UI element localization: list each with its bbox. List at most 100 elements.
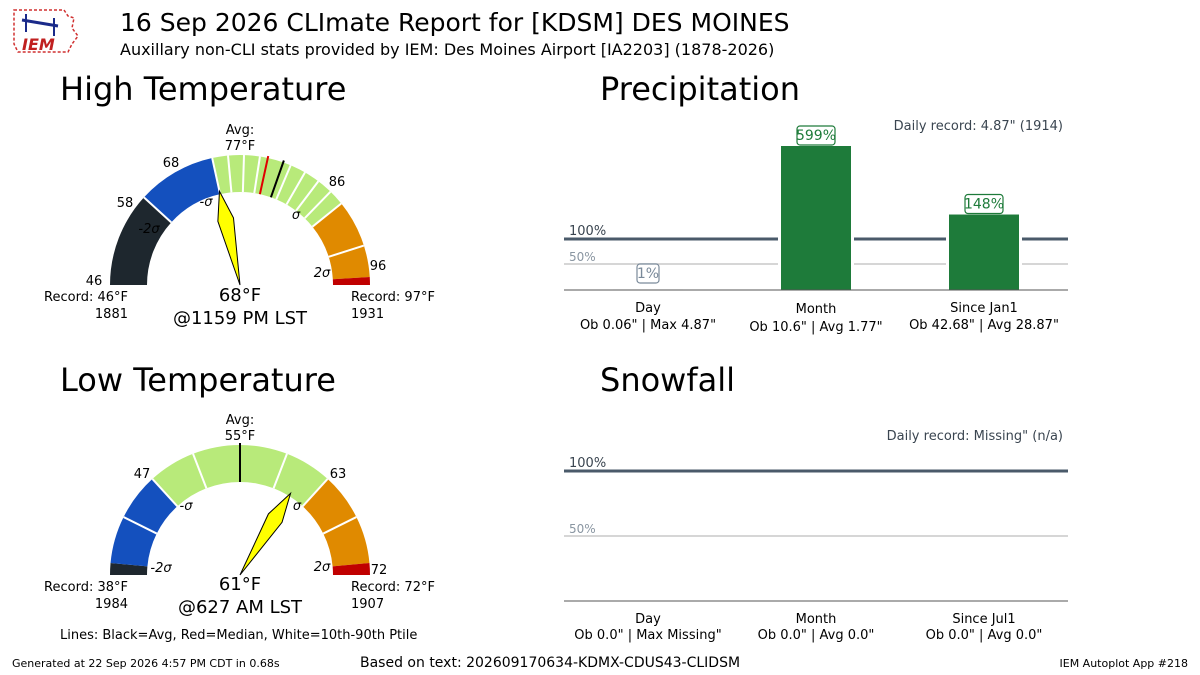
- precip-value-label: 1%: [637, 266, 659, 282]
- low-sigma-label: σ: [293, 499, 302, 514]
- iem-logo: IEM: [13, 9, 79, 54]
- high-percentile-line: [143, 196, 172, 224]
- high-tick-label: 86: [329, 175, 346, 190]
- high-observed-time: @1159 PM LST: [173, 308, 308, 329]
- low-record-high-year: 1907: [351, 597, 384, 612]
- low-observed: 61°F: [219, 574, 261, 595]
- precip-detail: Ob 42.68" | Avg 28.87": [909, 318, 1059, 333]
- high-percentile-line: [311, 202, 342, 228]
- snow-detail: Ob 0.0" | Avg 0.0": [758, 628, 875, 643]
- precip-category: Day: [635, 301, 661, 316]
- high-record-high-year: 1931: [351, 307, 384, 322]
- low-percentile-line: [301, 478, 329, 507]
- high-avg-line: [269, 160, 285, 198]
- high-avg-value: 77°F: [225, 139, 256, 154]
- high-temp-gauge: Avg: 77°F 46 58 68 86 96 -2σ -σ σ 2σ 68°…: [44, 123, 435, 329]
- high-band-normal: [212, 155, 342, 227]
- high-record-low-year: 1881: [95, 307, 128, 322]
- high-sigma-label: σ: [292, 208, 301, 223]
- high-percentile-line: [211, 157, 222, 195]
- low-percentile-line: [123, 516, 158, 535]
- low-sigma-label: -σ: [180, 499, 194, 514]
- low-record-low: Record: 38°F: [44, 580, 128, 595]
- generated-timestamp: Generated at 22 Sep 2026 4:57 PM CDT in …: [12, 657, 280, 670]
- precip-value-label-box: [964, 193, 1004, 215]
- snow-chart: Daily record: Missing" (n/a) 100% 50% Da…: [564, 429, 1068, 643]
- low-temp-gauge: Avg: 55°F 47 63 72 -2σ -σ σ 2σ 61°F @627…: [44, 413, 435, 618]
- high-percentile-line: [241, 155, 246, 193]
- high-avg-label: Avg:: [226, 123, 254, 138]
- high-percentile-line: [275, 164, 292, 200]
- high-band-above_sigma: [312, 203, 370, 280]
- high-record-low: Record: 46°F: [44, 290, 128, 305]
- precip-50-label: 50%: [569, 250, 596, 264]
- precip-bar: [949, 214, 1019, 290]
- low-temp-title: Low Temperature: [60, 361, 336, 399]
- low-percentile-line: [151, 478, 179, 507]
- low-band-above_sigma: [302, 478, 370, 567]
- precip-title: Precipitation: [600, 70, 801, 108]
- precip-detail: Ob 10.6" | Avg 1.77": [749, 320, 882, 335]
- precip-100-label: 100%: [569, 224, 606, 239]
- low-band-above_2sigma: [332, 563, 370, 575]
- snow-50-label: 50%: [569, 522, 596, 536]
- high-percentile-line: [304, 190, 332, 219]
- high-temp-title: High Temperature: [60, 70, 347, 108]
- low-record-high: Record: 72°F: [351, 580, 435, 595]
- page-title: 16 Sep 2026 CLImate Report for [KDSM] DE…: [120, 8, 790, 37]
- high-sigma-label: -σ: [200, 195, 214, 210]
- lines-legend: Lines: Black=Avg, Red=Median, White=10th…: [60, 628, 418, 643]
- low-band-below_sigma: [110, 478, 178, 567]
- high-band-below_sigma: [143, 158, 221, 223]
- precip-record-annotation: Daily record: 4.87" (1914): [894, 119, 1063, 134]
- precip-category: Since Jan1: [950, 301, 1018, 316]
- app-id: IEM Autoplot App #218: [1059, 657, 1189, 670]
- snow-category: Day: [635, 612, 661, 627]
- high-band-below_2sigma: [110, 197, 172, 285]
- precip-value-label: 599%: [796, 128, 836, 144]
- high-percentile-line: [227, 155, 233, 193]
- precip-value-label-box: [796, 125, 836, 146]
- high-percentile-line: [285, 171, 306, 205]
- low-tick-label: 63: [330, 467, 347, 482]
- high-sigma-label: -2σ: [138, 222, 160, 237]
- low-avg-value: 55°F: [225, 429, 256, 444]
- high-percentile-line: [253, 156, 261, 194]
- snow-detail: Ob 0.0" | Avg 0.0": [926, 628, 1043, 643]
- precip-value-label-box: [636, 263, 660, 284]
- low-avg-label: Avg:: [226, 413, 254, 428]
- low-observed-time: @627 AM LST: [178, 597, 303, 618]
- low-percentile-line: [272, 453, 288, 489]
- high-tick-label: 96: [370, 259, 387, 274]
- precip-chart: Daily record: 4.87" (1914) 100% 50% 1% 59…: [564, 119, 1068, 335]
- logo-text: IEM: [22, 35, 55, 54]
- precip-category: Month: [796, 302, 837, 317]
- high-tick-label: 46: [86, 274, 103, 289]
- high-sigma-label: 2σ: [314, 266, 331, 281]
- low-tick-label: 72: [371, 563, 388, 578]
- snow-100-label: 100%: [569, 456, 606, 471]
- high-percentile-line: [328, 244, 365, 258]
- snow-category: Month: [796, 612, 837, 627]
- page-subtitle: Auxillary non-CLI stats provided by IEM:…: [120, 40, 775, 59]
- high-band-above_2sigma: [332, 276, 370, 285]
- snow-record-annotation: Daily record: Missing" (n/a): [887, 429, 1063, 444]
- low-sigma-label: -2σ: [150, 561, 172, 576]
- precip-bar: [781, 146, 851, 290]
- snow-title: Snowfall: [600, 361, 735, 399]
- source-text: Based on text: 202609170634-KDMX-CDUS43-…: [360, 655, 741, 671]
- precip-value-label: 148%: [964, 197, 1004, 213]
- snow-category: Since Jul1: [952, 612, 1015, 627]
- high-tick-label: 58: [117, 196, 134, 211]
- high-tick-label: 68: [163, 156, 180, 171]
- high-percentile-line: [295, 180, 320, 212]
- low-percentile-line: [192, 453, 208, 489]
- high-record-high: Record: 97°F: [351, 290, 435, 305]
- low-sigma-label: 2σ: [314, 560, 331, 575]
- high-observed: 68°F: [219, 285, 261, 306]
- low-record-low-year: 1984: [95, 597, 128, 612]
- low-needle-icon: [239, 491, 292, 576]
- low-band-below_2sigma: [110, 563, 148, 575]
- low-tick-label: 47: [134, 467, 151, 482]
- snow-detail: Ob 0.0" | Max Missing": [574, 628, 721, 643]
